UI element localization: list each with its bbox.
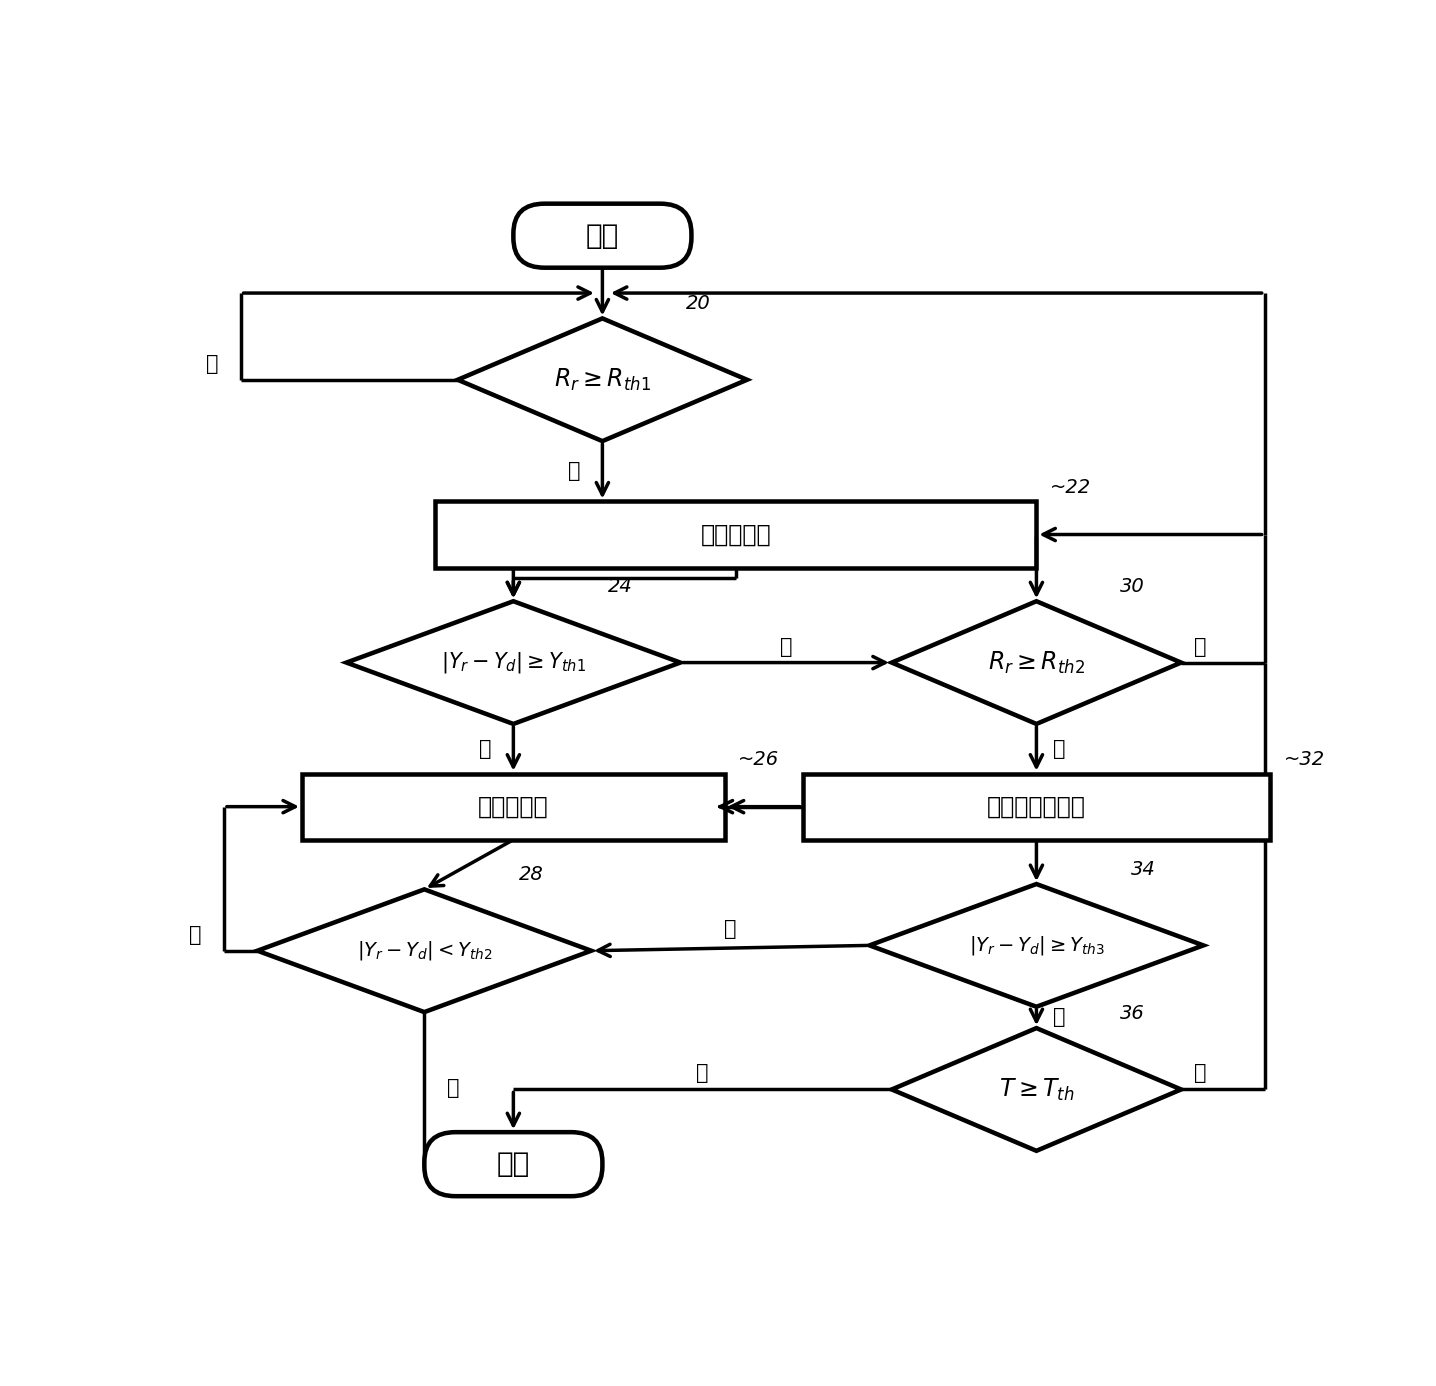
Text: 否: 否 [1195, 1063, 1208, 1084]
Text: 36: 36 [1120, 1003, 1144, 1023]
Text: 24: 24 [607, 577, 633, 596]
Text: 是: 是 [1195, 636, 1208, 657]
Text: 抗側倾控制: 抗側倾控制 [701, 523, 771, 546]
Text: 抗横摇控制: 抗横摇控制 [478, 794, 549, 819]
Polygon shape [346, 602, 681, 723]
Text: 是: 是 [567, 462, 580, 481]
Text: 否: 否 [1053, 739, 1066, 758]
Text: 是: 是 [478, 739, 491, 758]
Text: 是: 是 [724, 919, 737, 940]
Polygon shape [458, 319, 747, 441]
Polygon shape [892, 1028, 1182, 1150]
Text: 否: 否 [205, 353, 218, 374]
Text: 开始: 开始 [586, 222, 619, 249]
Polygon shape [257, 890, 592, 1012]
Text: 20: 20 [686, 294, 711, 313]
Text: $T \geq T_{th}$: $T \geq T_{th}$ [998, 1077, 1074, 1103]
Text: ~22: ~22 [1050, 478, 1091, 498]
Text: $|Y_r - Y_d| \geq Y_{th3}$: $|Y_r - Y_d| \geq Y_{th3}$ [969, 934, 1104, 956]
Bar [435, 502, 1037, 568]
Text: $|Y_r - Y_d| \geq Y_{th1}$: $|Y_r - Y_d| \geq Y_{th1}$ [441, 650, 586, 675]
Text: 34: 34 [1132, 859, 1156, 879]
Text: 否: 否 [1053, 1008, 1066, 1027]
Text: 结束: 结束 [497, 1150, 530, 1178]
Text: $|Y_r - Y_d| < Y_{th2}$: $|Y_r - Y_d| < Y_{th2}$ [356, 940, 493, 962]
Polygon shape [870, 884, 1203, 1006]
Text: $R_r \geq R_{th2}$: $R_r \geq R_{th2}$ [988, 650, 1086, 676]
FancyBboxPatch shape [425, 1132, 603, 1196]
Text: 停止抗側倾控制: 停止抗側倾控制 [987, 794, 1086, 819]
Text: ~32: ~32 [1284, 750, 1324, 769]
Bar [302, 773, 725, 840]
Bar [803, 773, 1271, 840]
Text: $R_r \geq R_{th1}$: $R_r \geq R_{th1}$ [554, 367, 651, 392]
Text: 是: 是 [447, 1078, 460, 1098]
Text: ~26: ~26 [738, 750, 780, 769]
Text: 30: 30 [1120, 577, 1144, 596]
Text: 是: 是 [696, 1063, 709, 1084]
Text: 否: 否 [780, 636, 793, 657]
FancyBboxPatch shape [514, 204, 692, 267]
Text: 否: 否 [190, 924, 201, 945]
Polygon shape [892, 602, 1182, 723]
Text: 28: 28 [518, 865, 544, 884]
